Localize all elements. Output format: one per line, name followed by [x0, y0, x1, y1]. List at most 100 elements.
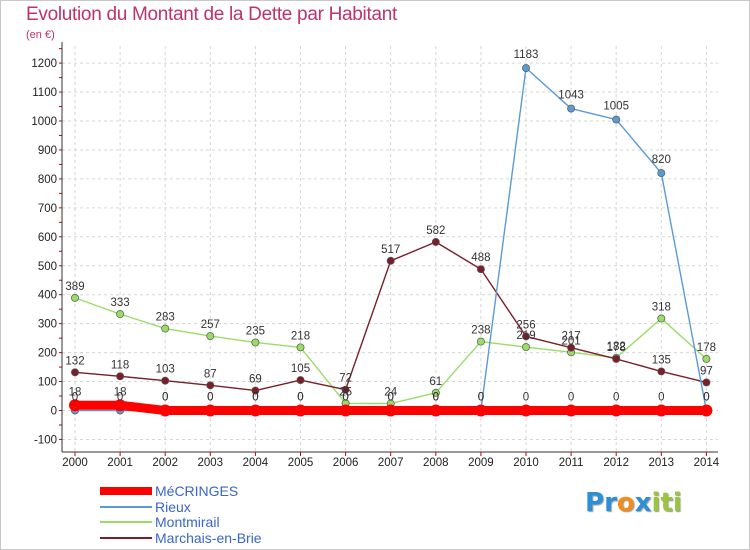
data-label-m-cringes: 0: [478, 392, 484, 404]
data-label-rieux: 0: [342, 392, 348, 404]
y-tick-label: 1000: [31, 116, 57, 128]
data-point-m-cringes: [249, 404, 262, 417]
data-label-marchais-en-brie: 178: [607, 342, 626, 354]
data-label-m-cringes: 0: [568, 392, 574, 404]
data-label-marchais-en-brie: 103: [156, 364, 175, 376]
data-point-m-cringes: [114, 399, 127, 412]
data-label-rieux: 0: [72, 392, 78, 404]
data-point-m-cringes: [69, 399, 81, 412]
logo-letter: P: [585, 488, 605, 518]
data-label-montmirail: 182: [607, 341, 626, 353]
legend-label: Marchais-en-Brie: [155, 529, 262, 546]
data-label-marchais-en-brie: 69: [249, 374, 262, 386]
y-tick-label: 600: [38, 232, 57, 244]
data-point-montmirail: [522, 343, 530, 352]
x-tick-label: 2009: [468, 457, 494, 469]
data-point-marchais-en-brie: [522, 332, 530, 341]
data-label-montmirail: 235: [246, 325, 265, 337]
y-tick-label: 1100: [32, 87, 57, 99]
data-point-marchais-en-brie: [657, 367, 666, 376]
data-label-marchais-en-brie: 97: [700, 365, 713, 377]
legend-swatch: [100, 521, 152, 523]
chart-subtitle: (en €): [26, 29, 55, 41]
y-tick-label: 200: [38, 348, 57, 360]
data-label-m-cringes: 0: [252, 392, 258, 404]
data-point-m-cringes: [700, 404, 713, 417]
data-point-montmirail: [431, 388, 440, 397]
logo-letter: o: [616, 488, 635, 518]
data-point-marchais-en-brie: [161, 376, 170, 385]
data-point-m-cringes: [384, 404, 397, 417]
data-point-marchais-en-brie: [251, 386, 260, 395]
data-label-m-cringes: 0: [613, 392, 619, 404]
data-label-rieux: 0: [252, 392, 258, 404]
data-label-marchais-en-brie: 87: [204, 368, 217, 380]
data-label-marchais-en-brie: 217: [562, 331, 581, 343]
data-point-m-cringes: [474, 404, 487, 417]
data-point-montmirail: [251, 338, 260, 347]
data-point-m-cringes: [655, 404, 668, 417]
data-label-montmirail: 389: [65, 281, 84, 293]
data-point-marchais-en-brie: [431, 238, 440, 246]
proxiti-logo: Proxiti: [585, 488, 682, 518]
data-point-marchais-en-brie: [296, 376, 305, 385]
data-point-m-cringes: [429, 404, 442, 417]
data-point-m-cringes: [294, 404, 307, 417]
y-tick-label: 500: [38, 261, 57, 273]
data-point-m-cringes: [159, 404, 172, 417]
data-label-m-cringes: 0: [342, 392, 348, 404]
data-point-montmirail: [657, 314, 666, 323]
data-label-m-cringes: 0: [387, 392, 393, 404]
data-point-rieux: [522, 64, 530, 72]
logo-letter: r: [604, 488, 617, 518]
data-point-marchais-en-brie: [71, 368, 79, 377]
data-label-marchais-en-brie: 488: [471, 252, 490, 264]
data-point-marchais-en-brie: [341, 385, 350, 394]
data-label-m-cringes: 18: [69, 386, 82, 398]
chart-title: Evolution du Montant de la Dette par Hab…: [26, 4, 397, 25]
data-label-marchais-en-brie: 105: [291, 363, 310, 375]
legend-swatch: [100, 536, 152, 539]
x-tick-label: 2004: [243, 457, 269, 469]
y-tick-label: 900: [38, 145, 57, 157]
legend-label: Rieux: [155, 498, 191, 515]
logo-letter: t: [660, 488, 673, 518]
y-tick-label: 400: [38, 290, 57, 302]
data-label-rieux: 1043: [558, 90, 584, 102]
data-label-rieux: 0: [433, 392, 439, 404]
data-point-m-cringes: [204, 404, 217, 417]
y-tick-label: 100: [38, 377, 57, 389]
x-tick-label: 2001: [107, 457, 133, 469]
data-label-rieux: 1183: [514, 49, 539, 61]
x-tick-label: 2003: [198, 457, 224, 469]
data-label-montmirail: 218: [291, 330, 310, 342]
data-label-marchais-en-brie: 256: [516, 319, 535, 331]
data-point-montmirail: [71, 293, 79, 302]
legend-label: MéCRINGES: [155, 483, 239, 499]
data-point-marchais-en-brie: [116, 372, 125, 381]
data-label-montmirail: 238: [471, 325, 490, 337]
data-label-marchais-en-brie: 132: [65, 355, 84, 367]
data-point-rieux: [612, 115, 621, 124]
data-label-marchais-en-brie: 517: [381, 244, 400, 256]
data-point-montmirail: [206, 332, 215, 341]
data-label-m-cringes: 0: [658, 392, 664, 404]
data-point-montmirail: [476, 337, 485, 346]
data-point-montmirail: [161, 324, 170, 333]
data-point-marchais-en-brie: [206, 381, 215, 390]
x-tick-label: 2010: [513, 457, 539, 469]
data-label-rieux: 1005: [603, 101, 629, 113]
y-tick-label: 800: [38, 174, 57, 186]
x-tick-label: 2006: [333, 457, 359, 469]
x-tick-label: 2013: [649, 457, 675, 469]
data-point-marchais-en-brie: [612, 355, 621, 363]
data-label-montmirail: 24: [384, 387, 397, 399]
data-label-montmirail: 318: [652, 301, 671, 313]
data-point-rieux: [657, 169, 666, 178]
logo-letter: i: [672, 488, 682, 518]
data-label-marchais-en-brie: 582: [426, 225, 445, 237]
logo-letter: x: [634, 488, 652, 518]
x-tick-label: 2007: [378, 457, 404, 469]
x-tick-label: 2014: [694, 457, 720, 469]
legend-swatch: [100, 487, 152, 495]
